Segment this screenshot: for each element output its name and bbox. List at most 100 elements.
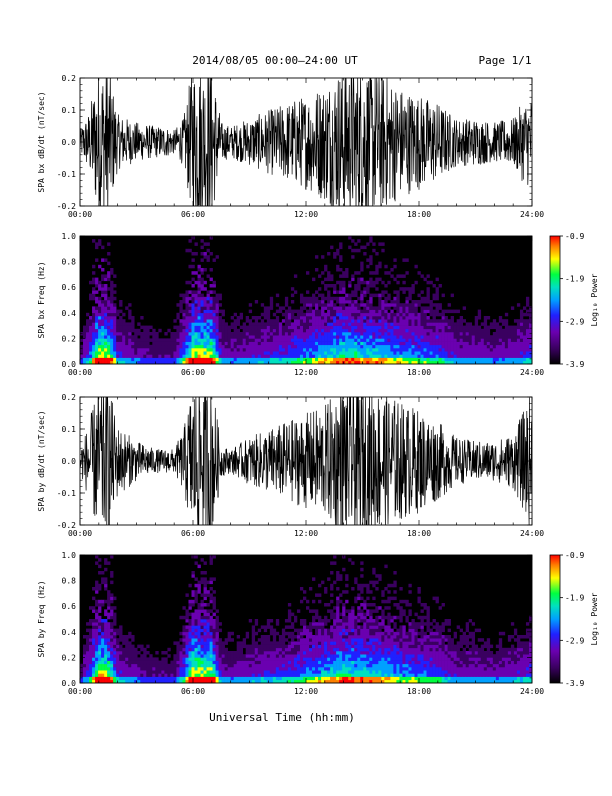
- spectrogram-cell: [273, 332, 276, 336]
- spectrogram-cell: [128, 316, 131, 320]
- spectrogram-cell: [318, 670, 321, 674]
- spectrogram-cell: [285, 648, 288, 652]
- spectrogram-cell: [369, 319, 372, 323]
- spectrogram-cell: [231, 664, 234, 668]
- spectrogram-cell: [463, 358, 466, 362]
- spectrogram-cell: [327, 306, 330, 310]
- spectrogram-cell: [195, 632, 198, 636]
- spectrogram-cell: [445, 316, 448, 320]
- spectrogram-cell: [357, 593, 360, 597]
- spectrogram-cell: [366, 358, 369, 362]
- spectrogram-cell: [342, 657, 345, 661]
- spectrogram-cell: [469, 354, 472, 358]
- spectrogram-cell: [107, 297, 110, 301]
- spectrogram-cell: [360, 342, 363, 346]
- spectrogram-cell: [89, 345, 92, 349]
- spectrogram-cell: [104, 638, 107, 642]
- spectrogram-cell: [204, 281, 207, 285]
- spectrogram-cell: [348, 338, 351, 342]
- spectrogram-cell: [188, 322, 191, 326]
- spectrogram-cell: [417, 294, 420, 298]
- spectrogram-cell: [478, 354, 481, 358]
- spectrogram-cell: [198, 316, 201, 320]
- spectrogram-cell: [387, 319, 390, 323]
- spectrogram-cell: [198, 664, 201, 668]
- spectrogram-cell: [436, 290, 439, 294]
- spectrogram-cell: [351, 664, 354, 668]
- spectrogram-cell: [179, 632, 182, 636]
- spectrogram-cell: [179, 638, 182, 642]
- spectrogram-cell: [333, 654, 336, 658]
- spectrogram-cell: [122, 335, 125, 339]
- spectrogram-cell: [125, 657, 128, 661]
- spectrogram-cell: [219, 326, 222, 330]
- spectrogram-cell: [207, 354, 210, 358]
- spectrogram-cell: [225, 651, 228, 655]
- spectrogram-cell: [173, 641, 176, 645]
- spectrogram-cell: [288, 338, 291, 342]
- spectrogram-cell: [288, 613, 291, 617]
- spectrogram-cell: [306, 310, 309, 314]
- spectrogram-cell: [191, 593, 194, 597]
- spectrogram-cell: [430, 348, 433, 352]
- spectrogram-cell: [210, 648, 213, 652]
- spectrogram-cell: [502, 351, 505, 355]
- spectrogram-cell: [357, 629, 360, 633]
- spectrogram-cell: [318, 635, 321, 639]
- spectrogram-cell: [399, 316, 402, 320]
- spectrogram-cell: [357, 667, 360, 671]
- spectrogram-cell: [433, 358, 436, 362]
- spectrogram-cell: [198, 294, 201, 298]
- spectrogram-cell: [104, 587, 107, 591]
- spectrogram-cell: [330, 284, 333, 288]
- spectrogram-cell: [86, 332, 89, 336]
- spectrogram-cell: [92, 319, 95, 323]
- spectrogram-cell: [309, 342, 312, 346]
- spectrogram-cell: [185, 322, 188, 326]
- spectrogram-cell: [182, 332, 185, 336]
- spectrogram-cell: [246, 348, 249, 352]
- spectrogram-cell: [125, 654, 128, 658]
- spectrogram-cell: [345, 645, 348, 649]
- spectrogram-cell: [188, 606, 191, 610]
- spectrogram-cell: [191, 657, 194, 661]
- spectrogram-cell: [309, 335, 312, 339]
- spectrogram-cell: [110, 290, 113, 294]
- spectrogram-cell: [405, 306, 408, 310]
- spectrogram-cell: [119, 345, 122, 349]
- spectrogram-cell: [439, 303, 442, 307]
- spectrogram-cell: [98, 558, 101, 562]
- spectrogram-cell: [333, 641, 336, 645]
- spectrogram-cell: [487, 335, 490, 339]
- spectrogram-cell: [282, 335, 285, 339]
- spectrogram-cell: [92, 345, 95, 349]
- spectrogram-cell: [436, 322, 439, 326]
- spectrogram-cell: [526, 348, 529, 352]
- spectrogram-cell: [499, 354, 502, 358]
- spectrogram-cell: [285, 348, 288, 352]
- spectrogram-cell: [195, 242, 198, 246]
- spectrogram-cell: [427, 297, 430, 301]
- spectrogram-cell: [188, 673, 191, 677]
- spectrogram-cell: [378, 354, 381, 358]
- spectrogram-cell: [291, 670, 294, 674]
- spectrogram-cell: [354, 319, 357, 323]
- spectrogram-cell: [291, 657, 294, 661]
- spectrogram-cell: [312, 319, 315, 323]
- spectrogram-cell: [300, 342, 303, 346]
- spectrogram-cell: [273, 635, 276, 639]
- spectrogram-cell: [240, 358, 243, 362]
- spectrogram-cell: [460, 354, 463, 358]
- spectrogram-cell: [219, 673, 222, 677]
- spectrogram-cell: [381, 290, 384, 294]
- spectrogram-cell: [339, 258, 342, 262]
- spectrogram-cell: [354, 648, 357, 652]
- spectrogram-cell: [137, 657, 140, 661]
- spectrogram-cell: [213, 338, 216, 342]
- spectrogram-cell: [255, 648, 258, 652]
- spectrogram-cell: [113, 597, 116, 601]
- spectrogram-cell: [173, 342, 176, 346]
- spectrogram-cell: [191, 332, 194, 336]
- spectrogram-cell: [478, 316, 481, 320]
- spectrogram-cell: [288, 635, 291, 639]
